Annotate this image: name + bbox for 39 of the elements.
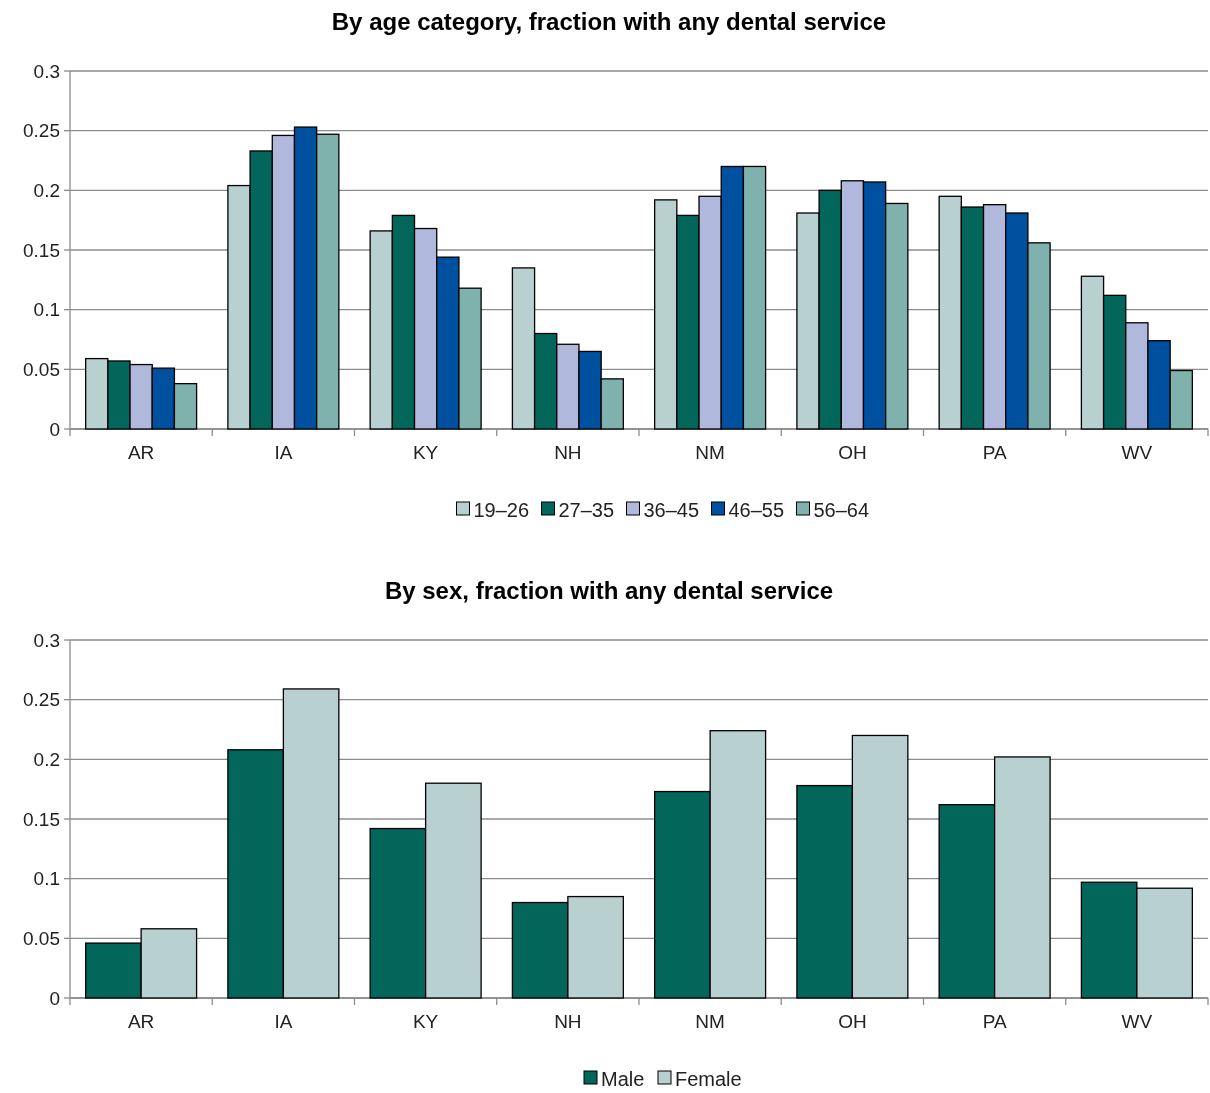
- chart-title: By sex, fraction with any dental service: [384, 577, 834, 604]
- x-tick-label: AR: [127, 1011, 155, 1032]
- x-tick-label: PA: [982, 442, 1007, 463]
- y-tick-label: 0.25: [23, 689, 60, 711]
- y-tick-label: 0.05: [23, 927, 60, 949]
- y-tick-label: 0.15: [23, 808, 60, 830]
- y-tick-label: 0.1: [33, 868, 60, 890]
- x-tick-label: NH: [554, 1011, 582, 1032]
- y-tick-label: 0.2: [33, 748, 60, 770]
- x-tick-label: IA: [274, 442, 293, 463]
- y-tick-label: 0.1: [33, 299, 60, 321]
- legend-label: Female: [675, 1068, 742, 1090]
- y-tick-label: 0.3: [33, 629, 60, 651]
- legend-label: 19–26: [473, 499, 530, 521]
- chart-title: By age category, fraction with any dental service: [331, 8, 887, 35]
- x-tick-label: KY: [412, 442, 439, 463]
- legend-label: 56–64: [813, 499, 870, 521]
- x-tick-label: IA: [274, 1011, 293, 1032]
- x-tick-label: NM: [695, 1011, 725, 1032]
- y-tick-label: 0: [49, 418, 60, 440]
- y-tick-label: 0.2: [33, 179, 60, 201]
- y-tick-label: 0.3: [33, 60, 60, 82]
- legend-label: 27–35: [558, 499, 615, 521]
- y-tick-label: 0.25: [23, 120, 60, 142]
- y-tick-label: 0.05: [23, 358, 60, 380]
- x-tick-label: NM: [695, 442, 725, 463]
- legend-label: Male: [601, 1068, 645, 1090]
- legend-label: 46–55: [728, 499, 785, 521]
- x-tick-label: NH: [554, 442, 582, 463]
- x-tick-label: KY: [412, 1011, 439, 1032]
- y-tick-label: 0.15: [23, 239, 60, 261]
- x-tick-label: WV: [1121, 1011, 1153, 1032]
- x-tick-label: WV: [1121, 442, 1153, 463]
- x-tick-label: PA: [982, 1011, 1007, 1032]
- y-tick-label: 0: [49, 987, 60, 1009]
- x-tick-label: OH: [838, 1011, 867, 1032]
- x-tick-label: OH: [838, 442, 867, 463]
- legend-label: 36–45: [643, 499, 700, 521]
- x-tick-label: AR: [127, 442, 155, 463]
